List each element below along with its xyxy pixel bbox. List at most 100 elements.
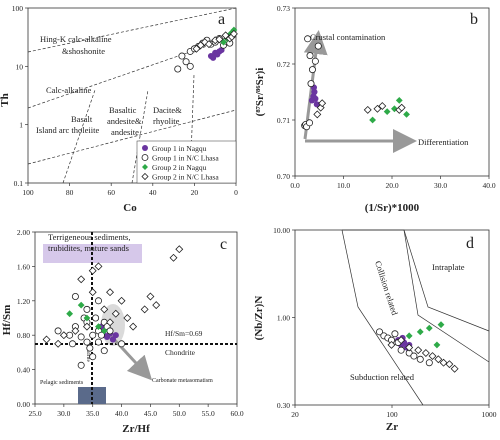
legend-entry: Group 1 in N/C Lhasa — [152, 154, 219, 163]
field-boundary — [62, 89, 96, 184]
data-point — [306, 52, 314, 60]
data-point — [59, 331, 68, 340]
data-point — [100, 347, 108, 355]
annotation: Terrigeneous sediments, — [48, 232, 131, 242]
data-point — [89, 331, 97, 339]
data-point — [83, 314, 91, 322]
field-boundary — [189, 74, 195, 184]
field-label: rhyolite — [153, 116, 180, 126]
data-point — [416, 355, 424, 363]
data-point — [450, 364, 459, 373]
data-point — [140, 305, 149, 314]
x-axis-label: Zr/Hf — [122, 423, 150, 435]
x-tick-label: 10.0 — [337, 181, 350, 190]
data-point — [425, 359, 433, 367]
data-point — [117, 296, 126, 305]
chart-marks: 100 80 60 40 20 0 0.1 1 10 100 0.0 10.0 20.0 30.0 40.0… — [12, 4, 497, 419]
data-point — [395, 97, 403, 104]
y-axis-label: (⁸⁷Sr/⁸⁶Sr)i — [254, 68, 266, 117]
data-point — [54, 339, 63, 348]
data-point — [111, 309, 120, 318]
data-point — [129, 322, 138, 331]
y-tick-label: 10.00 — [273, 226, 290, 235]
field-label: Calc-alkaline — [46, 85, 92, 95]
x-tick-label: 25.0 — [28, 409, 41, 418]
x-tick-label: 50.0 — [173, 409, 186, 418]
field-boundary — [341, 229, 424, 406]
data-point — [200, 38, 209, 47]
legend-entry: Group 1 in Nagqu — [152, 144, 207, 153]
x-tick-label: 20 — [191, 188, 199, 197]
y-tick-label: 0.71 — [277, 116, 290, 125]
x-tick-label: 100 — [386, 410, 398, 419]
data-point — [437, 321, 445, 329]
data-point — [77, 333, 85, 341]
annotation: Differentiation — [418, 137, 469, 147]
data-point — [112, 332, 119, 339]
data-point — [192, 44, 201, 53]
data-point — [88, 266, 97, 275]
data-point — [175, 245, 184, 254]
legend: Group 1 in Nagqu Group 1 in N/C Lhasa Gr… — [136, 140, 237, 184]
data-point — [416, 328, 424, 336]
data-point — [97, 331, 105, 339]
x-tick-label: 40.0 — [115, 409, 128, 418]
field-label: &shoshonite — [62, 46, 105, 56]
data-point — [178, 52, 186, 60]
data-point — [204, 40, 213, 49]
data-point — [307, 80, 315, 88]
x-axis-label: (1/Sr)*1000 — [365, 202, 420, 214]
panel-letter: b — [470, 11, 478, 28]
data-point — [383, 108, 391, 115]
data-point — [220, 38, 227, 46]
data-point — [182, 58, 190, 66]
data-point — [94, 338, 102, 346]
field-label: Subduction related — [350, 372, 415, 382]
data-point — [397, 103, 406, 112]
data-point — [306, 119, 314, 127]
x-tick-label: 30.0 — [57, 409, 70, 418]
annotation: Crustal contamination — [310, 32, 386, 42]
data-point — [77, 275, 86, 284]
data-point — [313, 101, 320, 108]
x-tick-label: 55.0 — [202, 409, 215, 418]
data-point — [313, 110, 322, 119]
x-tick-label: 0 — [234, 188, 238, 197]
data-point — [94, 262, 103, 271]
data-point — [71, 326, 80, 335]
annotation: trubidites, mature sands — [48, 243, 129, 253]
legend-entry: Group 2 in Nagqu — [152, 163, 207, 172]
y-tick-label: 1.00 — [277, 314, 290, 323]
y-tick-label: 1.20 — [17, 297, 30, 306]
data-point — [174, 65, 182, 73]
data-point — [312, 95, 319, 102]
field-label: Island arc tholeiite — [36, 125, 99, 135]
panel-c-frame — [34, 231, 238, 405]
x-tick-label: 60 — [107, 188, 115, 197]
data-point — [88, 288, 97, 297]
x-tick-label: 40 — [149, 188, 157, 197]
field-boundary — [27, 35, 237, 109]
x-axis-label: Co — [123, 202, 137, 214]
data-point — [369, 116, 376, 124]
field-label: Dacite& — [153, 105, 182, 115]
y-tick-label: 1.60 — [17, 262, 30, 271]
data-point — [314, 42, 322, 50]
y-tick-label: 0.70 — [277, 172, 290, 181]
data-point — [92, 314, 100, 322]
y-tick-label: 1 — [19, 121, 23, 130]
data-point — [123, 314, 132, 322]
field-label: Hing-K calc-alkaline — [40, 34, 112, 44]
field-label: Basaltic — [109, 105, 137, 115]
data-point — [433, 341, 441, 349]
data-point — [69, 340, 77, 348]
legend-marker — [142, 145, 148, 151]
annotation: Pelagic sediments — [40, 380, 84, 386]
y-tick-label: 0.73 — [277, 4, 290, 13]
data-point — [146, 292, 155, 301]
data-point — [410, 352, 418, 360]
annotation: Chondrite — [165, 348, 196, 357]
data-point — [169, 253, 178, 262]
data-point — [210, 54, 217, 61]
field-label: andesite — [111, 127, 139, 137]
